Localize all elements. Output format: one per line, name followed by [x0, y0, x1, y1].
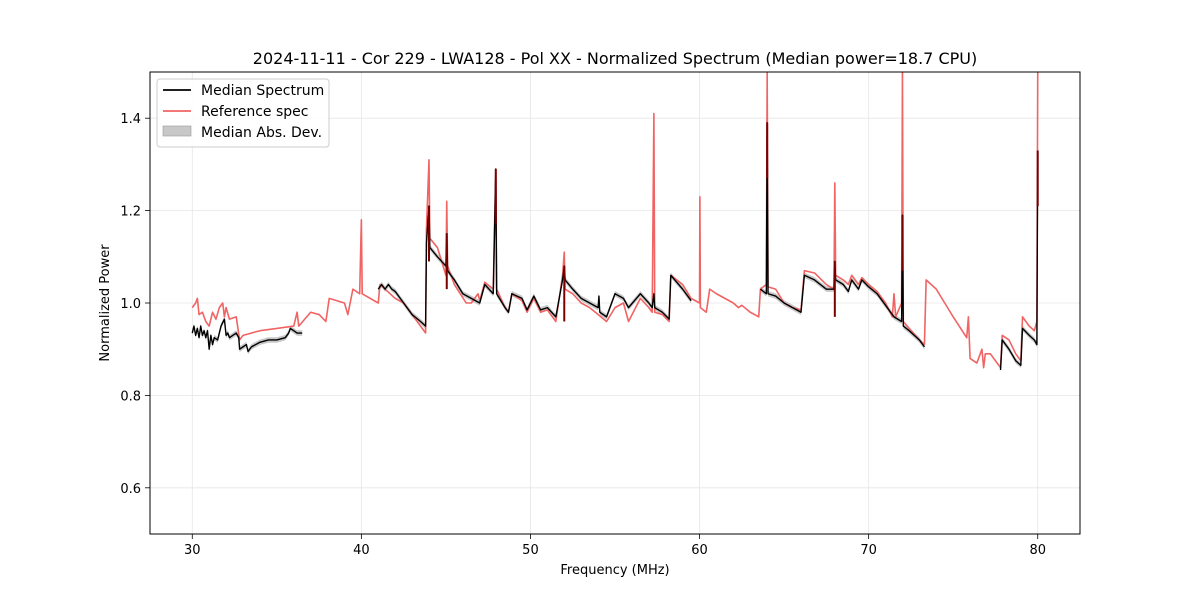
y-axis-ticks: 0.6 0.8 1.0 1.2 1.4 — [120, 112, 150, 497]
x-tick-label: 60 — [691, 543, 708, 558]
y-axis-label: Normalized Power — [98, 244, 113, 362]
x-tick-label: 50 — [522, 543, 539, 558]
chart-title: 2024-11-11 - Cor 229 - LWA128 - Pol XX -… — [253, 49, 977, 68]
median-spectrum-line — [377, 168, 692, 327]
legend-median-label: Median Spectrum — [201, 83, 324, 99]
y-tick-label: 0.8 — [120, 389, 141, 404]
legend: Median Spectrum Reference spec Median Ab… — [156, 78, 330, 148]
reference-spectrum-line — [191, 72, 1039, 369]
y-tick-label: 1.2 — [120, 205, 141, 220]
median-spectrum-line — [191, 318, 303, 353]
x-tick-label: 80 — [1029, 543, 1046, 558]
legend-mad-label: Median Abs. Dev. — [201, 125, 322, 141]
reference-spectrum-layer — [191, 72, 1039, 369]
y-tick-label: 0.6 — [120, 482, 141, 497]
x-axis-ticks: 30 40 50 60 70 80 — [184, 534, 1046, 558]
median-spectrum-line — [759, 122, 926, 348]
median-spectrum-layer — [191, 122, 1039, 371]
legend-box — [156, 78, 330, 148]
x-tick-label: 40 — [353, 543, 370, 558]
legend-mad-swatch — [162, 125, 192, 137]
y-tick-label: 1.0 — [120, 297, 141, 312]
x-tick-label: 30 — [184, 543, 201, 558]
legend-reference-label: Reference spec — [201, 104, 308, 120]
x-tick-label: 70 — [860, 543, 877, 558]
y-tick-label: 1.4 — [120, 112, 141, 127]
median-spectrum-line — [999, 150, 1039, 371]
x-axis-label: Frequency (MHz) — [560, 563, 669, 578]
